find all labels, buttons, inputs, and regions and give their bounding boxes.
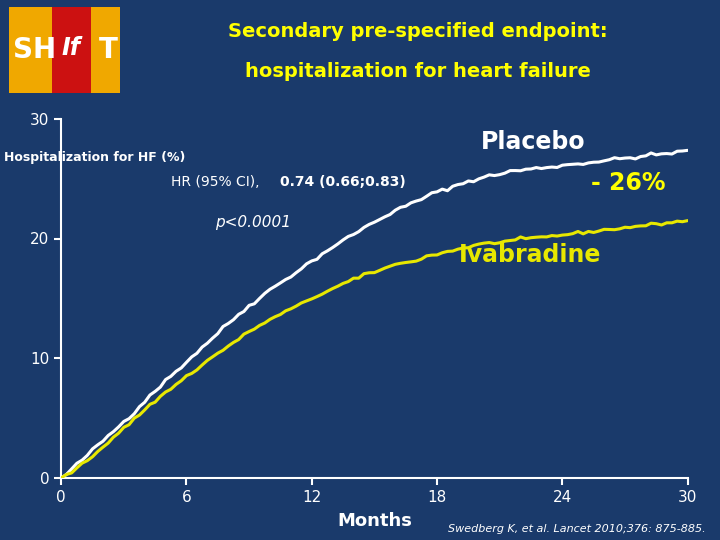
Text: - 26%: - 26% [590, 171, 665, 195]
X-axis label: Months: Months [337, 512, 412, 530]
Text: Hospitalization for HF (%): Hospitalization for HF (%) [4, 151, 185, 164]
FancyBboxPatch shape [9, 7, 120, 93]
Text: p<0.0001: p<0.0001 [215, 215, 291, 231]
Text: Ivabradine: Ivabradine [459, 243, 601, 267]
Text: If: If [62, 36, 81, 60]
FancyBboxPatch shape [52, 7, 91, 93]
Text: 0.74 (0.66;0.83): 0.74 (0.66;0.83) [281, 174, 406, 188]
Text: HR (95% CI),: HR (95% CI), [171, 174, 264, 188]
Text: SH: SH [13, 36, 56, 64]
Text: Placebo: Placebo [481, 130, 585, 154]
Text: Swedberg K, et al. Lancet 2010;376: 875-885.: Swedberg K, et al. Lancet 2010;376: 875-… [448, 523, 706, 534]
Text: Secondary pre-specified endpoint:: Secondary pre-specified endpoint: [228, 23, 608, 42]
Text: hospitalization for heart failure: hospitalization for heart failure [245, 63, 590, 82]
Text: T: T [99, 36, 118, 64]
